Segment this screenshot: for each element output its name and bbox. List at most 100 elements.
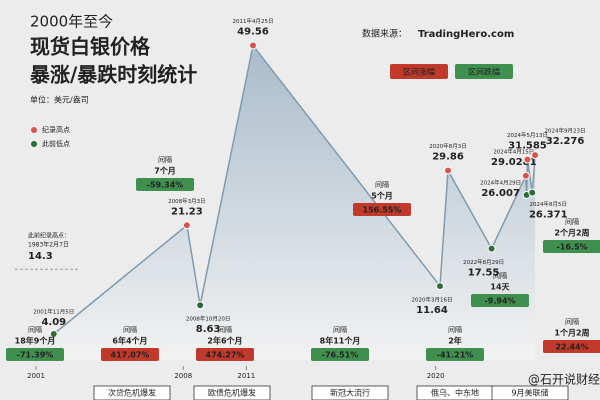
- interval-change: 156.55%: [363, 206, 402, 215]
- plot: [53, 43, 536, 360]
- interval-box: [543, 340, 600, 353]
- x-tick-label: 2020: [427, 372, 445, 380]
- interval-box: [6, 348, 64, 361]
- event-box: [311, 385, 389, 400]
- interval-heading: 间隔: [123, 325, 137, 334]
- interval-period: 18年9个月: [15, 336, 56, 346]
- legend-label: 此前低点: [42, 139, 70, 148]
- event-box: [93, 385, 171, 400]
- point-date: 2024年9月23日: [545, 127, 586, 135]
- interval-heading: 间隔: [565, 217, 579, 226]
- event-label: 次贷危机爆发: [108, 388, 156, 398]
- interval-change: -71.39%: [17, 351, 54, 360]
- point-date: 2008年10月20日: [186, 315, 231, 323]
- point-value: 31.585: [508, 141, 547, 152]
- interval-period: 14天: [490, 283, 510, 292]
- point-value: 49.56: [237, 26, 269, 37]
- interval-change: 22.44%: [555, 343, 588, 352]
- point-value: 26.007: [481, 188, 520, 199]
- x-tick-label: 2008: [174, 372, 192, 380]
- legend-marker: [31, 141, 37, 147]
- interval-change: -41.21%: [437, 351, 474, 360]
- point-date: 2011年4月25日: [232, 17, 273, 25]
- point-marker: [528, 188, 537, 197]
- point-value: 4.09: [41, 317, 66, 328]
- point-date: 2024年4月15日: [493, 147, 534, 155]
- interval-period: 2个月2周: [554, 228, 589, 238]
- point-value: 29.0281: [491, 157, 537, 168]
- source-label: 数据来源：: [362, 28, 407, 40]
- interval-change: 417.07%: [111, 351, 150, 360]
- point-value: 32.276: [546, 136, 585, 147]
- interval-period: 8年11个月: [320, 336, 361, 346]
- point-date: 2024年5月13日: [507, 131, 548, 139]
- interval-box: [353, 203, 411, 216]
- point-marker: [182, 221, 191, 230]
- point-date: 2024年4月29日: [480, 178, 521, 186]
- point-value: 26.371: [529, 210, 568, 221]
- interval-change: -16.5%: [556, 243, 587, 252]
- event-label: 9月美联储: [511, 388, 548, 398]
- interval-heading: 间隔: [28, 325, 42, 334]
- interval-heading: 间隔: [448, 325, 462, 334]
- legend-label: 纪录高点: [42, 125, 70, 134]
- point-date: 2020年8月3日: [429, 142, 467, 150]
- point-marker: [444, 166, 453, 175]
- interval-change: -76.51%: [322, 351, 359, 360]
- interval-box: [136, 178, 194, 191]
- point-date: 2008年3月3日: [168, 197, 206, 205]
- point-value: 29.86: [432, 152, 464, 163]
- event-label: 俄乌、中东地: [431, 388, 479, 398]
- price-line: [53, 43, 536, 335]
- point-value: 11.64: [416, 305, 448, 316]
- interval-period: 1个月2周: [554, 328, 589, 338]
- interval-box: [101, 348, 159, 361]
- period: 2000年至今: [30, 13, 113, 31]
- interval-change: -59.34%: [147, 181, 184, 190]
- change-legend-label: 区间跌幅: [468, 67, 500, 77]
- interval-period: 6年4个月: [112, 336, 147, 346]
- previous-record-value: 14.3: [28, 251, 53, 262]
- point-date: 2024年8月5日: [530, 200, 568, 208]
- interval-heading: 间隔: [375, 180, 389, 189]
- interval-period: 2年: [448, 336, 462, 346]
- interval-heading: 间隔: [565, 317, 579, 326]
- interval-heading: 间隔: [493, 271, 507, 280]
- x-tick-label: 2001: [27, 372, 45, 380]
- point-value: 21.23: [171, 206, 203, 217]
- point-value: 17.55: [468, 268, 500, 279]
- point-marker: [521, 171, 530, 180]
- unit: 单位：美元/盎司: [30, 95, 89, 105]
- point-date: 2020年3月16日: [412, 296, 453, 304]
- source: TradingHero.com: [418, 29, 514, 40]
- subtitle: 暴涨/暴跌时刻统计: [30, 63, 197, 87]
- change-legend-label: 区间涨幅: [403, 67, 435, 77]
- interval-period: 2年6个月: [207, 336, 242, 346]
- area: [53, 45, 536, 360]
- point-marker: [523, 155, 532, 164]
- point-marker: [531, 151, 540, 160]
- point-value: 8.63: [196, 324, 221, 335]
- interval-box: [311, 348, 369, 361]
- event-label: 新冠大流行: [330, 388, 370, 398]
- interval-heading: 间隔: [218, 325, 232, 334]
- interval-heading: 间隔: [158, 155, 172, 164]
- legend-marker: [31, 127, 37, 133]
- interval-box: [196, 348, 254, 361]
- interval-box: [471, 294, 529, 307]
- change-legend-box: [390, 64, 448, 79]
- event-box: [491, 385, 569, 400]
- point-marker: [196, 301, 205, 310]
- previous-record-title: 此前纪录高点：: [28, 232, 70, 240]
- interval-box: [426, 348, 484, 361]
- interval-heading: 间隔: [333, 325, 347, 334]
- point-marker: [487, 244, 496, 253]
- interval-box: [543, 240, 600, 253]
- point-date: 2022年8月29日: [463, 258, 504, 266]
- watermark: @石开说财经: [528, 372, 600, 387]
- interval-period: 5个月: [371, 191, 393, 201]
- x-tick-label: 2011: [237, 372, 255, 380]
- title: 现货白银价格: [30, 35, 151, 59]
- event-label: 欧债危机爆发: [208, 388, 256, 398]
